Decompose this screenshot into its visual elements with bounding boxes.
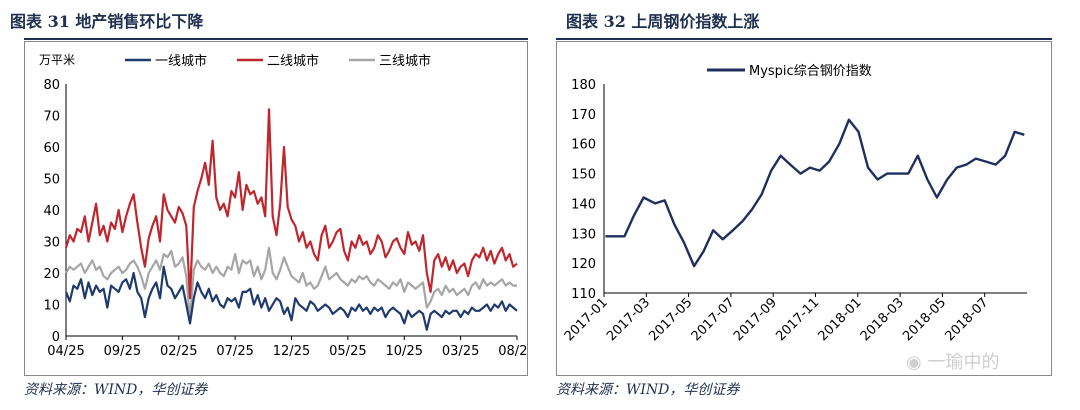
y-tick-label: 0 <box>52 330 60 345</box>
x-tick-label: 02/25 <box>160 344 197 359</box>
left-figure-title: 图表 31 地产销售环比下降 <box>10 12 204 31</box>
y-tick-label: 30 <box>43 236 60 251</box>
y-tick-label: 10 <box>43 299 60 314</box>
x-tick-label: 2017-09 <box>731 295 780 344</box>
right-figure-title: 图表 32 上周钢价指数上涨 <box>566 12 760 31</box>
right-figure-panel: 图表 32 上周钢价指数上涨 110 120 130 140 150 160 170 180 2… <box>556 0 1080 410</box>
y-tick-label: 180 <box>571 78 596 93</box>
x-tick-label: 2017-07 <box>689 295 738 344</box>
wechat-icon: ◉ <box>906 352 922 373</box>
y-tick-label: 140 <box>571 197 596 212</box>
y-tick-label: 70 <box>43 110 60 125</box>
x-tick-label: 2017-01 <box>562 295 611 344</box>
x-tick-label: 2018-05 <box>900 295 949 344</box>
y-tick-label: 80 <box>43 78 60 93</box>
x-tick-label: 09/25 <box>104 344 141 359</box>
x-tick-label: 2017-05 <box>646 295 695 344</box>
right-source-note: 资料来源：WIND，华创证券 <box>556 382 740 398</box>
right-chart-svg: 1101201301401501601701802017-012017-0320… <box>562 64 1027 344</box>
y-tick-label: 130 <box>571 227 596 242</box>
series-line-2 <box>64 108 518 300</box>
x-tick-label: 08/25 <box>498 344 527 359</box>
y-unit-label: 万平米 <box>39 53 75 67</box>
y-tick-label: 60 <box>43 141 60 156</box>
x-tick-label: 03/25 <box>442 344 479 359</box>
x-tick-label: 12/25 <box>273 344 310 359</box>
left-chart-svg: 万平米 0 10 20 30 40 50 60 70 80 04/25 09/25 02/25 07/25… <box>39 53 536 359</box>
y-tick-label: 150 <box>571 168 596 183</box>
y-tick-label: 160 <box>571 138 596 153</box>
x-tick-label: 07/25 <box>216 344 253 359</box>
y-tick-label: 170 <box>571 108 596 123</box>
watermark-text: 一瑜中的 <box>927 352 1000 373</box>
series-line-3 <box>65 246 517 322</box>
legend-label-1: Myspic综合钢价指数 <box>749 64 872 79</box>
x-tick-label: 2018-03 <box>858 295 907 344</box>
legend-label-2: 二线城市 <box>267 53 319 69</box>
y-tick-label: 50 <box>43 173 60 188</box>
series-line-1 <box>64 265 518 331</box>
right-title-rule <box>556 38 1052 40</box>
x-tick-label: 2018-01 <box>816 295 865 344</box>
x-tick-label: 05/25 <box>329 344 366 359</box>
series-line-1 <box>605 118 1025 268</box>
x-tick-label: 10/25 <box>386 344 423 359</box>
legend-label-1: 一线城市 <box>155 53 207 69</box>
left-source-note: 资料来源：WIND，华创证券 <box>24 382 208 398</box>
y-tick-label: 40 <box>43 204 60 219</box>
watermark: ◉ 一瑜中的 <box>906 348 999 374</box>
x-tick-label: 2017-11 <box>773 295 822 344</box>
left-figure-panel: 图表 31 地产销售环比下降 万平米 0 10 20 30 40 50 60 70 80 04/25… <box>10 12 536 398</box>
right-chart-frame: 110 120 130 140 150 160 170 180 2017-01 2017-03 20… <box>556 41 1052 376</box>
x-tick-label: 2017-03 <box>604 295 653 344</box>
x-tick-label: 2018-07 <box>943 295 992 344</box>
left-title-rule <box>24 38 528 40</box>
y-tick-label: 120 <box>571 257 596 272</box>
x-tick-label: 04/25 <box>47 344 84 359</box>
legend-label-3: 三线城市 <box>379 53 431 69</box>
y-tick-label: 20 <box>43 267 60 282</box>
left-chart-frame: 万平米 0 10 20 30 40 50 60 70 80 04/25 09/25 02/25 07/25… <box>24 41 536 376</box>
y-tick-label: 110 <box>571 287 596 302</box>
